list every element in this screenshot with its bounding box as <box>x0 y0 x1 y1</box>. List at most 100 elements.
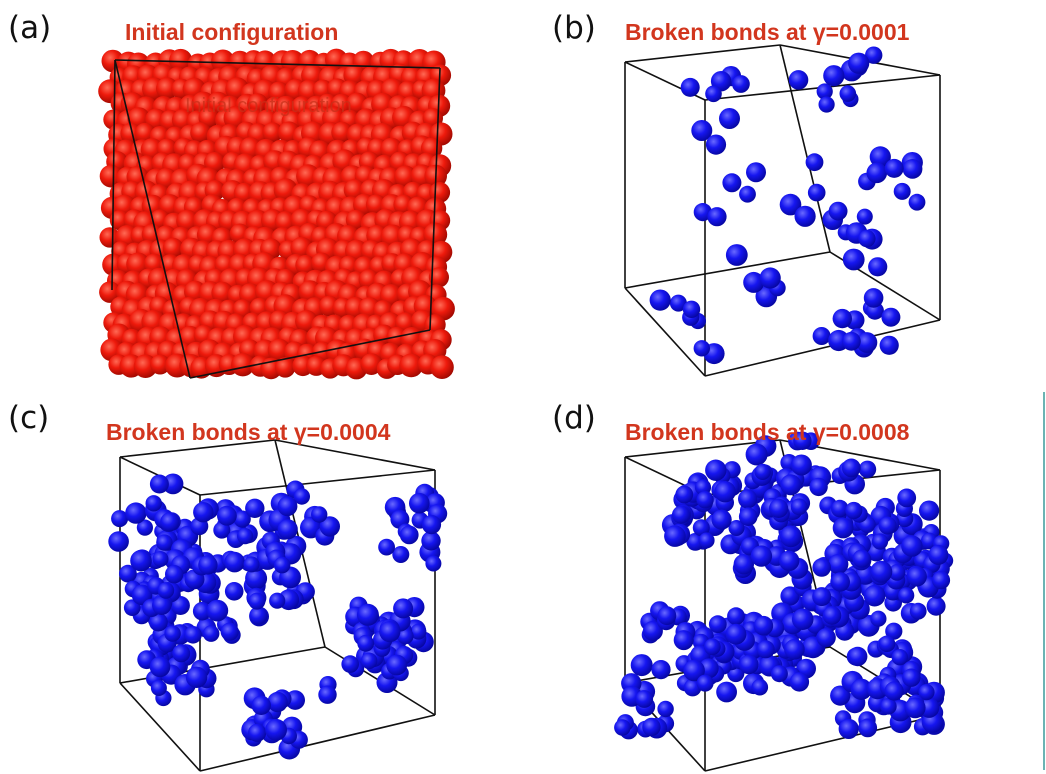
particle <box>664 525 686 547</box>
particle <box>203 625 220 642</box>
particle <box>853 550 871 568</box>
particle <box>903 159 923 179</box>
particle <box>614 719 631 736</box>
particle <box>430 355 454 379</box>
particle <box>631 654 653 676</box>
particle <box>696 491 713 508</box>
figure: Initial configuration (a) Initial config… <box>0 0 1046 774</box>
particle <box>422 515 441 534</box>
particle <box>919 501 939 521</box>
particle <box>819 96 835 112</box>
particle <box>806 153 824 171</box>
particle <box>704 638 721 655</box>
particle <box>153 551 169 567</box>
particle <box>125 502 146 523</box>
particle <box>658 606 677 625</box>
particle <box>694 340 710 356</box>
particle <box>150 475 169 494</box>
particle <box>681 78 700 97</box>
particle <box>425 556 441 572</box>
particle <box>672 506 690 524</box>
cube-edge <box>200 715 435 771</box>
particle <box>393 598 413 618</box>
particle <box>885 681 904 700</box>
particle <box>739 507 758 526</box>
particle <box>870 561 892 583</box>
particle <box>831 572 850 591</box>
particle <box>812 558 831 577</box>
particle <box>130 550 152 572</box>
particle <box>905 697 926 718</box>
particle <box>379 621 400 642</box>
particle <box>927 597 946 616</box>
particle <box>642 718 660 736</box>
particle <box>872 533 888 549</box>
particle <box>792 608 814 630</box>
particle <box>910 603 927 620</box>
particle <box>752 679 769 696</box>
particle <box>808 184 826 202</box>
particle <box>152 596 171 615</box>
particle <box>791 455 812 476</box>
particle <box>928 545 948 565</box>
particle <box>879 517 897 535</box>
particle <box>842 459 861 478</box>
particle <box>842 332 861 351</box>
particle <box>186 667 207 688</box>
particle <box>675 486 693 504</box>
particle <box>361 653 378 670</box>
particle <box>858 719 877 738</box>
particle <box>699 532 715 548</box>
panel-a: Initial configuration <box>98 49 455 380</box>
particle <box>712 509 732 529</box>
particle <box>278 496 298 516</box>
particle <box>651 660 670 679</box>
particle <box>769 499 788 518</box>
particle <box>706 135 726 155</box>
panel-title: Broken bonds at γ=0.0008 <box>625 419 910 445</box>
particle <box>386 655 407 676</box>
particle <box>885 159 904 178</box>
particle <box>879 636 896 653</box>
particle <box>357 604 379 626</box>
particle <box>244 556 260 572</box>
particle <box>705 460 726 481</box>
particle <box>224 552 245 573</box>
particle <box>932 571 950 589</box>
particle <box>221 623 239 641</box>
particle <box>357 635 374 652</box>
particle <box>857 209 873 225</box>
particle <box>894 183 911 200</box>
particle <box>779 551 799 571</box>
particle <box>813 327 831 345</box>
particle <box>164 625 180 641</box>
particle <box>225 582 244 601</box>
particle <box>341 655 359 673</box>
particle <box>193 502 213 522</box>
particle <box>746 162 766 182</box>
particle <box>829 202 848 221</box>
particle <box>755 464 771 480</box>
particle <box>789 70 809 90</box>
particle <box>248 593 265 610</box>
panel-title: Initial configuration <box>125 19 338 45</box>
particle <box>248 724 266 742</box>
panel-label: (b) <box>552 10 596 46</box>
particle <box>184 626 202 644</box>
particle <box>843 249 865 271</box>
particle <box>265 719 287 741</box>
cube-edge <box>625 45 780 62</box>
particle <box>909 194 926 211</box>
particle <box>674 630 694 650</box>
particle <box>716 682 737 703</box>
particle <box>269 593 285 609</box>
particle <box>172 644 190 662</box>
particle <box>858 230 875 247</box>
particle <box>237 528 253 544</box>
panel-title: Broken bonds at γ=0.0001 <box>625 19 910 45</box>
particle <box>898 587 914 603</box>
particle <box>732 75 750 93</box>
particle <box>823 606 842 625</box>
particle <box>897 489 916 508</box>
particle <box>409 493 430 514</box>
